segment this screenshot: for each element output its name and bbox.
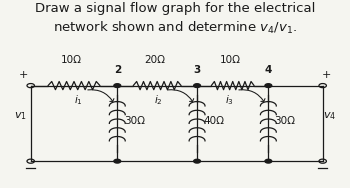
Text: $i_1$: $i_1$ (74, 94, 83, 107)
Text: 10Ω: 10Ω (61, 55, 82, 65)
Text: +: + (19, 70, 29, 80)
Text: Draw a signal flow graph for the electrical: Draw a signal flow graph for the electri… (35, 2, 315, 15)
Circle shape (265, 84, 272, 87)
Text: 10Ω: 10Ω (220, 55, 241, 65)
Text: 30Ω: 30Ω (124, 116, 145, 126)
Text: 4: 4 (265, 65, 272, 75)
Text: 30Ω: 30Ω (274, 116, 295, 126)
Text: 3: 3 (194, 65, 201, 75)
Circle shape (194, 159, 201, 163)
Circle shape (194, 84, 201, 87)
Text: 20Ω: 20Ω (144, 55, 165, 65)
Text: network shown and determine $v_4/v_1$.: network shown and determine $v_4/v_1$. (53, 20, 297, 36)
Text: $v_1$: $v_1$ (14, 111, 27, 122)
Text: $v_4$: $v_4$ (323, 111, 336, 122)
Text: 40Ω: 40Ω (203, 116, 224, 126)
Text: +: + (321, 70, 331, 80)
Circle shape (114, 84, 121, 87)
Text: $i_3$: $i_3$ (225, 94, 234, 107)
Text: $i_2$: $i_2$ (154, 94, 162, 107)
Circle shape (265, 159, 272, 163)
Circle shape (114, 159, 121, 163)
Text: 2: 2 (114, 65, 121, 75)
